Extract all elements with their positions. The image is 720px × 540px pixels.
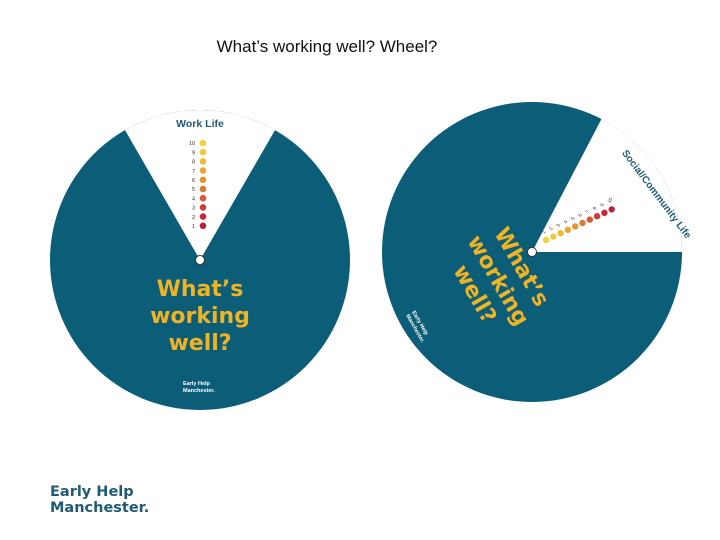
- right-scale-number: 5: [570, 216, 577, 221]
- left-scale-number: 10: [189, 141, 195, 147]
- left-scale-number: 9: [192, 150, 195, 156]
- right-scale-number: 2: [548, 226, 555, 231]
- right-scale-number: 8: [592, 206, 599, 211]
- left-scale-face-icon: [199, 185, 207, 193]
- left-scale-face-icon: [199, 194, 207, 203]
- right-scale-number: 1: [541, 230, 548, 235]
- left-scale-number: 4: [192, 196, 195, 202]
- left-logo-2: Manchester.: [183, 388, 215, 394]
- left-scale-face-icon: [199, 221, 207, 230]
- left-scale-face-icon: [199, 203, 207, 212]
- footer-logo-line-1: Early Help: [50, 484, 134, 500]
- right-scale-number: 9: [599, 202, 606, 207]
- left-wheel: Work Life 10 9 8 7 6 5 4 3 2 1 What’s working wel…: [50, 110, 350, 410]
- left-headline-3: well?: [168, 331, 231, 356]
- left-scale-face-icon: [199, 212, 207, 221]
- right-wheel-center-pin: [527, 247, 537, 257]
- left-scale-number: 6: [192, 178, 195, 184]
- right-scale-face-icon: [607, 205, 616, 214]
- slide-title: What’s working well? Wheel?: [216, 37, 438, 56]
- right-scale-number: 4: [563, 219, 570, 224]
- right-scale-face-icon: [585, 215, 594, 224]
- left-headline-2: working: [150, 304, 250, 329]
- right-scale-face-icon: [542, 236, 550, 244]
- right-scale-face-icon: [571, 222, 580, 231]
- left-scale-face-icon: [199, 157, 207, 166]
- left-headline-1: What’s: [157, 277, 244, 302]
- left-scale-number: 2: [192, 215, 195, 221]
- left-wheel-center-pin: [195, 255, 205, 265]
- footer-logo-line-2: Manchester.: [50, 500, 150, 516]
- left-scale: 10 9 8 7 6 5 4 3 2 1: [189, 139, 207, 230]
- right-scale-face-icon: [593, 212, 601, 221]
- right-scale-face-icon: [578, 219, 587, 227]
- left-scale-face-icon: [199, 148, 207, 157]
- right-scale-face-icon: [549, 232, 558, 241]
- footer-logo: Early Help Manchester.: [50, 484, 149, 516]
- right-scale-face-icon: [556, 229, 565, 238]
- right-scale-face-icon: [600, 208, 609, 217]
- left-scale-number: 5: [192, 187, 195, 193]
- left-scale-face-icon: [199, 139, 207, 147]
- left-scale-number: 8: [192, 160, 195, 166]
- right-scale-number: 6: [577, 213, 584, 218]
- left-wheel-window: [125, 110, 275, 260]
- left-logo-1: Early Help: [183, 381, 211, 387]
- left-scale-number: 1: [192, 224, 195, 230]
- left-scale-face-icon: [199, 166, 207, 175]
- right-scale-number: 3: [555, 223, 562, 228]
- right-scale-number: 10: [607, 197, 615, 205]
- right-scale-number: 7: [585, 209, 592, 214]
- left-window-title: Work Life: [176, 118, 224, 130]
- left-scale-face-icon: [199, 175, 207, 184]
- right-scale-face-icon: [564, 225, 572, 234]
- left-scale-number: 3: [192, 206, 195, 212]
- left-scale-number: 7: [192, 169, 195, 175]
- right-wheel-window: [532, 119, 682, 252]
